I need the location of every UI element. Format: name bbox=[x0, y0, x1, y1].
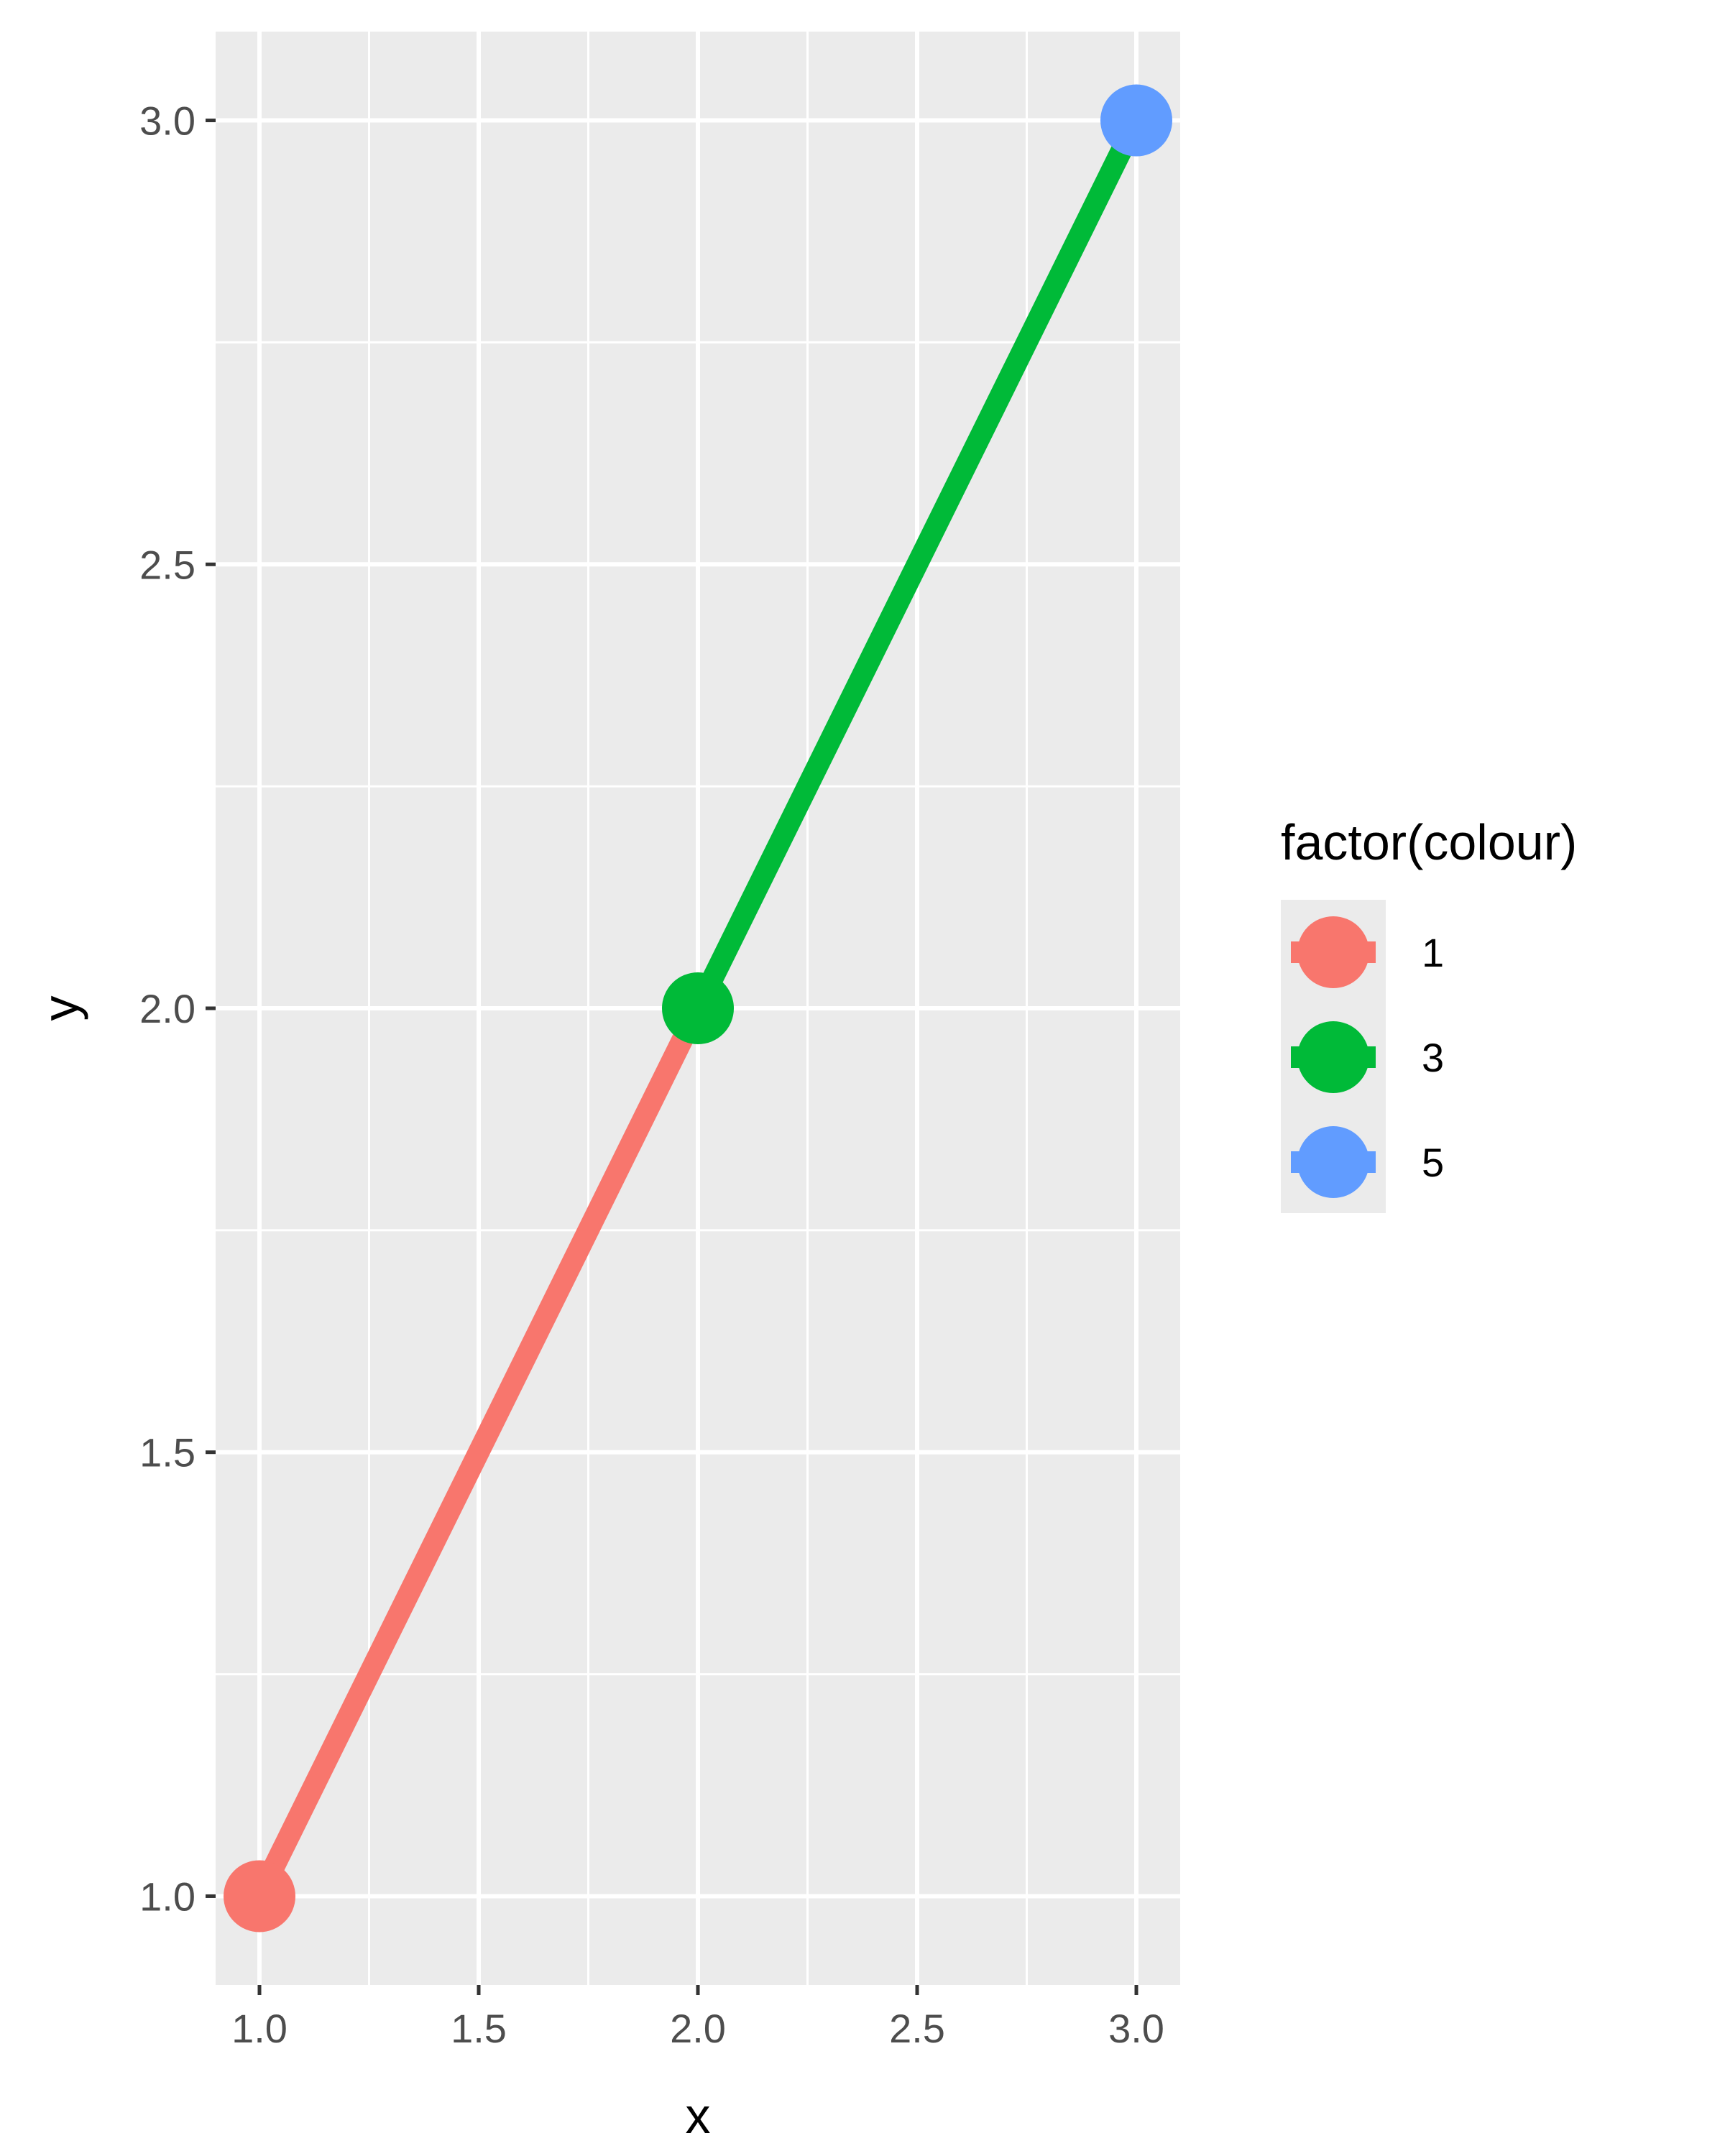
x-tick-label: 2.0 bbox=[670, 2006, 726, 2051]
x-tick-label: 1.5 bbox=[451, 2006, 507, 2051]
y-axis: 1.0 1.5 2.0 2.5 3.0 bbox=[139, 98, 216, 1919]
y-tick-label: 2.0 bbox=[139, 986, 196, 1031]
legend-entries: 1 3 5 bbox=[1291, 916, 1444, 1198]
y-tick-label: 1.5 bbox=[139, 1430, 196, 1475]
line-segment-1 bbox=[249, 1003, 708, 1902]
data-point-3 bbox=[662, 972, 734, 1044]
x-axis: 1.0 1.5 2.0 2.5 3.0 bbox=[231, 1985, 1164, 2051]
data-point-1 bbox=[224, 1860, 295, 1932]
legend-key-point-1 bbox=[1297, 916, 1369, 988]
x-tick-label: 3.0 bbox=[1108, 2006, 1164, 2051]
y-tick-label: 3.0 bbox=[139, 98, 196, 144]
y-tick-label: 1.0 bbox=[139, 1874, 196, 1919]
legend-label-1: 1 bbox=[1422, 930, 1444, 975]
x-tick-label: 2.5 bbox=[889, 2006, 945, 2051]
legend-title: factor(colour) bbox=[1281, 814, 1577, 870]
legend-key-point-3 bbox=[1297, 1021, 1369, 1093]
x-axis-title: x bbox=[686, 2088, 711, 2144]
y-tick-label: 2.5 bbox=[139, 542, 196, 587]
data-point-5 bbox=[1100, 84, 1172, 157]
line-segments bbox=[249, 115, 1146, 1902]
x-tick-label: 1.0 bbox=[231, 2006, 288, 2051]
y-axis-title: y bbox=[32, 996, 88, 1021]
legend: factor(colour) 1 3 5 bbox=[1281, 814, 1577, 1213]
legend-key-point-5 bbox=[1297, 1126, 1369, 1198]
legend-label-3: 3 bbox=[1422, 1035, 1444, 1080]
line-segment-3 bbox=[688, 115, 1146, 1013]
data-points bbox=[224, 84, 1172, 1932]
legend-label-5: 5 bbox=[1422, 1140, 1444, 1185]
